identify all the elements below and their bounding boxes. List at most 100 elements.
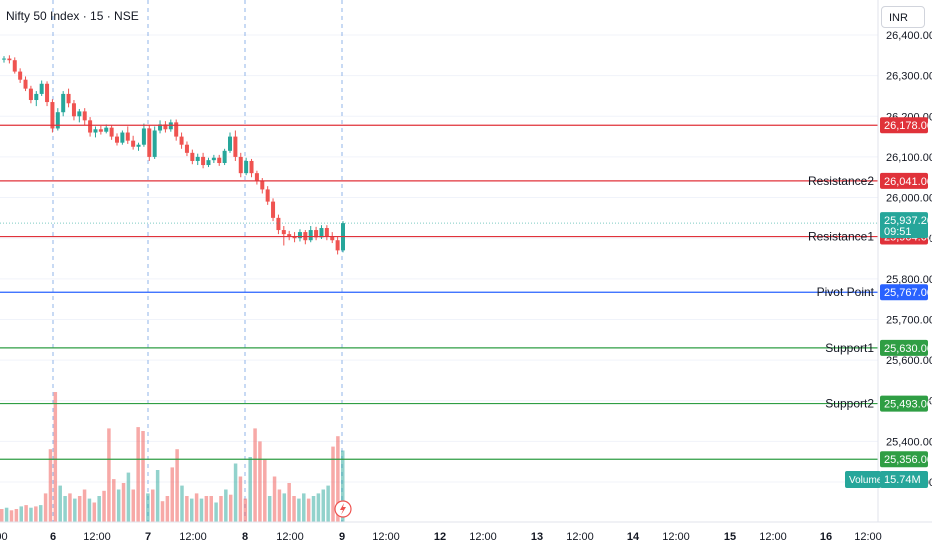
price-tick-label: 26,400.00 bbox=[886, 30, 932, 42]
candle-body bbox=[82, 111, 87, 121]
time-tick-label: 12:00 bbox=[276, 531, 304, 543]
level-name: Support1 bbox=[825, 341, 874, 355]
volume-bar bbox=[87, 498, 92, 522]
volume-bar bbox=[151, 489, 155, 522]
price-tick-label: 26,000.00 bbox=[886, 193, 932, 205]
volume-value-tag bbox=[880, 471, 928, 488]
volume-bar bbox=[287, 483, 291, 522]
level-name: Resistance2 bbox=[808, 174, 874, 188]
candle-body bbox=[77, 111, 82, 117]
price-axis[interactable]: 26,400.0026,300.0026,200.0026,100.0026,0… bbox=[845, 0, 932, 550]
time-axis-bg bbox=[0, 522, 878, 550]
volume-bar bbox=[277, 489, 282, 522]
candle-body bbox=[260, 181, 265, 190]
volume-bar bbox=[19, 506, 23, 522]
lightning-icon bbox=[334, 500, 352, 518]
volume-bar bbox=[63, 496, 67, 522]
price-tick-label: 25,700.00 bbox=[886, 314, 932, 326]
level-price-tag bbox=[880, 172, 928, 189]
volume-bar bbox=[24, 505, 28, 522]
volume-bar bbox=[267, 496, 272, 522]
volume-bar bbox=[336, 436, 340, 522]
volume-bar bbox=[14, 509, 19, 522]
time-tick-label: 8 bbox=[242, 531, 248, 543]
volume-bar bbox=[199, 498, 204, 522]
candle-body bbox=[61, 93, 66, 113]
candle-body bbox=[201, 156, 206, 166]
session-separators bbox=[52, 0, 343, 522]
candle-body bbox=[233, 136, 238, 157]
candle-body bbox=[222, 150, 227, 164]
time-tick-label: 12:00 bbox=[566, 531, 594, 543]
volume-bar bbox=[146, 493, 150, 522]
grid bbox=[0, 34, 878, 483]
candle-body bbox=[125, 132, 130, 141]
candle-body bbox=[115, 136, 119, 143]
chart-overlays bbox=[334, 500, 352, 518]
candle-body bbox=[228, 136, 232, 151]
volume-bar bbox=[185, 496, 189, 522]
price-tick-label: 26,300.00 bbox=[886, 71, 932, 83]
candle-body bbox=[184, 144, 189, 153]
candle-body bbox=[174, 122, 179, 137]
candle-body bbox=[335, 240, 340, 251]
candle-body bbox=[163, 124, 168, 130]
volume-bar bbox=[126, 472, 131, 522]
candle-body bbox=[152, 130, 157, 157]
time-tick-label: 12:00 bbox=[469, 531, 497, 543]
volume-bar bbox=[155, 470, 160, 522]
volume-bar bbox=[77, 496, 82, 522]
candle-body bbox=[23, 79, 28, 89]
volume-bar bbox=[73, 498, 77, 522]
level-price-tag bbox=[880, 451, 928, 468]
time-tick-label: :00 bbox=[0, 531, 8, 543]
volume-bar bbox=[9, 510, 14, 522]
level-price-tag bbox=[880, 117, 928, 134]
time-axis[interactable]: :00 6 12:00 7 12:00 8 12:00 9 12:00 12 12:00 13 12:0… bbox=[0, 521, 932, 550]
currency-button[interactable]: INR bbox=[881, 6, 925, 28]
volume-bar bbox=[316, 493, 321, 522]
level-name: Pivot Point bbox=[817, 285, 875, 299]
volume-bar bbox=[29, 507, 33, 522]
volume-bar bbox=[43, 493, 48, 522]
time-tick-label: 15 bbox=[724, 531, 736, 543]
volume-bar bbox=[38, 505, 43, 522]
time-tick-label: 12:00 bbox=[83, 531, 111, 543]
level-price-label: 26,178.00 bbox=[884, 120, 932, 132]
candle-body bbox=[55, 112, 60, 129]
volume-bar bbox=[306, 498, 311, 522]
candle-body bbox=[147, 128, 152, 157]
candle-body bbox=[330, 236, 335, 241]
volume-bar bbox=[92, 502, 97, 522]
candle-body bbox=[217, 157, 222, 164]
candle-body bbox=[281, 230, 286, 235]
candle-body bbox=[109, 127, 114, 137]
price-tick-label: 26,100.00 bbox=[886, 152, 932, 164]
candle-body bbox=[66, 93, 71, 104]
candle-body bbox=[136, 144, 141, 147]
volume-bar bbox=[82, 489, 87, 522]
candle-body bbox=[292, 236, 297, 239]
volume-bar bbox=[341, 450, 345, 522]
volume-bar bbox=[48, 449, 53, 522]
volume-bar bbox=[107, 428, 111, 522]
candle-body bbox=[88, 120, 93, 133]
candle-body bbox=[179, 136, 184, 145]
time-tick-label: 13 bbox=[531, 531, 543, 543]
candle-body bbox=[195, 156, 200, 161]
candle-body bbox=[168, 122, 173, 130]
volume-bar bbox=[112, 479, 116, 522]
time-tick-label: 9 bbox=[339, 531, 345, 543]
volume-bar bbox=[292, 496, 296, 522]
price-tick-label: 25,400.00 bbox=[886, 436, 932, 448]
last-price-label: 25,937.20 bbox=[884, 215, 932, 227]
volume-bar bbox=[233, 463, 238, 522]
volume-bar bbox=[165, 496, 170, 522]
volume-bar bbox=[121, 483, 126, 522]
candle-body bbox=[158, 124, 163, 131]
volume-bar bbox=[68, 493, 72, 522]
time-tick-label: 12 bbox=[434, 531, 446, 543]
volume-bar bbox=[311, 496, 316, 522]
candle-body bbox=[211, 157, 216, 161]
